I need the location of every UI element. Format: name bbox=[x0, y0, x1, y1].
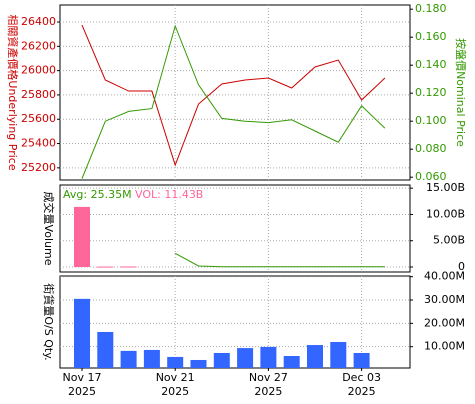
panel-frame bbox=[59, 184, 411, 273]
bar bbox=[237, 348, 254, 368]
y-tick-label: 10.00B bbox=[426, 207, 465, 220]
y-tick-label: 25400 bbox=[21, 137, 56, 150]
vol-label: VOL: 11.43B bbox=[135, 188, 203, 201]
y-tick-label: 26000 bbox=[21, 64, 56, 77]
x-tick-year: 2025 bbox=[161, 385, 189, 398]
bar bbox=[167, 356, 184, 368]
y-tick-label: 10.00M bbox=[424, 340, 465, 353]
x-tick-year: 2025 bbox=[68, 385, 96, 398]
y-tick-label: 26200 bbox=[21, 39, 56, 52]
y-tick-label: 25600 bbox=[21, 112, 56, 125]
y-tick-label: 30.00M bbox=[424, 293, 465, 306]
y-tick-label: 26400 bbox=[21, 15, 56, 28]
y2-tick-label: 0.120 bbox=[415, 86, 447, 99]
bar bbox=[74, 298, 90, 368]
bar bbox=[353, 352, 370, 368]
x-tick-label: Nov 17 bbox=[63, 371, 102, 384]
y2-tick-label: 0.140 bbox=[415, 58, 447, 71]
y-tick-label: 40.00M bbox=[424, 270, 465, 283]
y2-tick-label: 0.080 bbox=[415, 142, 447, 155]
y2-tick-label: 0.160 bbox=[415, 30, 447, 43]
x-tick-year: 2025 bbox=[348, 385, 376, 398]
y-tick-label: 25200 bbox=[21, 161, 56, 174]
y-tick-label: 25800 bbox=[21, 88, 56, 101]
y-axis-title: 相關資產價格Underlying Price bbox=[6, 14, 20, 170]
x-tick-year: 2025 bbox=[254, 385, 282, 398]
bar bbox=[120, 350, 137, 368]
bar bbox=[97, 331, 114, 368]
panel-frame bbox=[59, 4, 411, 181]
y-axis-title: 街貨量O/S Qty. bbox=[42, 283, 56, 360]
avg-label: Avg: 25.35M bbox=[63, 188, 132, 201]
bar bbox=[143, 349, 160, 368]
bar bbox=[283, 356, 300, 368]
y2-tick-label: 0.100 bbox=[415, 114, 447, 127]
y-tick-label: 5.00B bbox=[433, 234, 465, 247]
y-tick-label: 15.00B bbox=[426, 181, 465, 194]
bar bbox=[260, 346, 277, 368]
bar bbox=[74, 206, 90, 268]
x-tick-label: Nov 21 bbox=[156, 371, 195, 384]
y-axis-title: 成交量Volume bbox=[42, 192, 56, 266]
y-tick-label: 20.00M bbox=[424, 316, 465, 329]
x-tick-label: Nov 27 bbox=[249, 371, 288, 384]
y2-tick-label: 0.180 bbox=[415, 2, 447, 15]
y2-axis-title: 按盤價Nominal Price bbox=[454, 38, 468, 147]
series-line bbox=[81, 24, 386, 167]
y-tick-label: 0 bbox=[458, 260, 465, 273]
x-tick-label: Dec 03 bbox=[342, 371, 381, 384]
bar bbox=[213, 352, 230, 368]
series-line bbox=[81, 24, 386, 179]
bar bbox=[307, 345, 323, 368]
bar bbox=[97, 266, 114, 268]
panel-frame bbox=[59, 275, 411, 369]
bar bbox=[330, 342, 347, 368]
y2-tick-label: 0.060 bbox=[415, 170, 447, 183]
bar bbox=[120, 266, 137, 268]
bar bbox=[190, 359, 207, 368]
series-line bbox=[174, 252, 385, 268]
